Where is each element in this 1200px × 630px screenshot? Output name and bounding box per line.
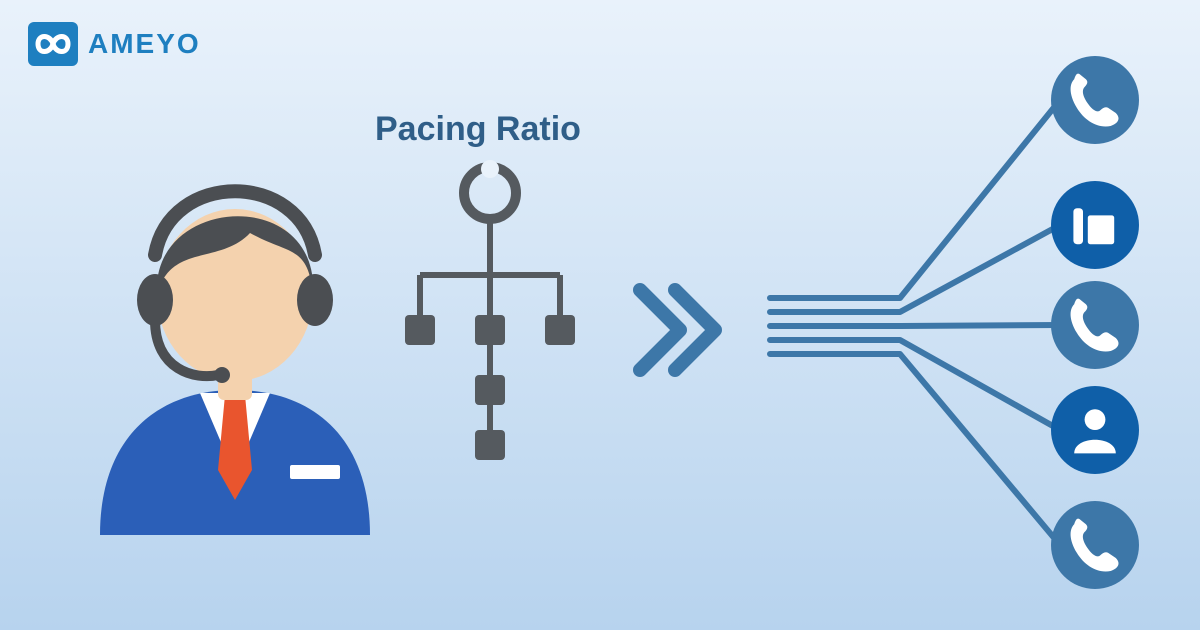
pacing-hierarchy-icon	[405, 160, 575, 460]
fanout-lines	[770, 100, 1060, 545]
phone-icon	[1051, 501, 1139, 589]
fanout-line	[770, 354, 1060, 545]
person-icon	[1051, 386, 1139, 474]
phone-icon	[1051, 281, 1139, 369]
fanout-line	[770, 325, 1060, 326]
infographic-canvas: AMEYO Pacing Ratio	[0, 0, 1200, 630]
destination-icons	[1051, 56, 1139, 589]
desk-phone-icon	[1051, 181, 1139, 269]
phone-icon	[1051, 56, 1139, 144]
flow-arrow-icon	[640, 290, 715, 370]
agent-illustration	[100, 191, 370, 535]
diagram-scene	[0, 0, 1200, 630]
fanout-line	[770, 100, 1060, 298]
